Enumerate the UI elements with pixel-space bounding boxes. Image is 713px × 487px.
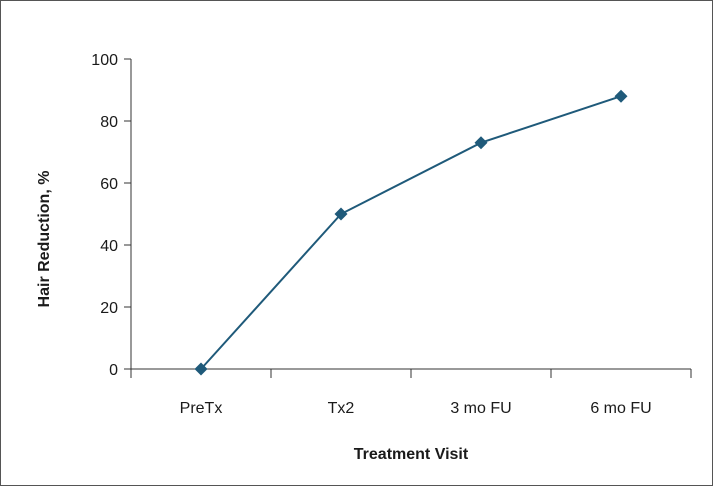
data-point-marker	[334, 207, 348, 221]
y-tick-label: 100	[91, 52, 118, 69]
y-tick-label: 80	[100, 114, 118, 131]
y-axis-title: Hair Reduction, %	[36, 171, 53, 308]
x-ticks: PreTx Tx2 3 mo FU 6 mo FU	[130, 369, 692, 417]
y-tick-label: 20	[100, 300, 118, 317]
x-axis-title: Treatment Visit	[354, 446, 469, 463]
axes: 0 20 40 60 80 100 PreTx Tx2 3 mo FU 6 mo FU	[91, 52, 692, 417]
x-tick-label: Tx2	[328, 400, 355, 417]
y-ticks: 0 20 40 60 80 100	[91, 52, 131, 379]
x-tick-label: 6 mo FU	[590, 400, 651, 417]
data-point-marker	[614, 89, 628, 103]
data-point-marker	[474, 136, 488, 150]
y-tick-label: 40	[100, 238, 118, 255]
x-tick-label: 3 mo FU	[450, 400, 511, 417]
y-tick-label: 0	[109, 362, 118, 379]
y-tick-label: 60	[100, 176, 118, 193]
data-point-marker	[194, 362, 208, 376]
x-tick-label: PreTx	[180, 400, 223, 417]
series-group	[194, 89, 628, 376]
series-line	[200, 95, 622, 370]
